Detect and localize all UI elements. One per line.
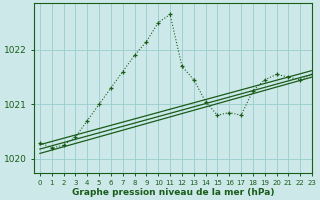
X-axis label: Graphe pression niveau de la mer (hPa): Graphe pression niveau de la mer (hPa) — [72, 188, 274, 197]
